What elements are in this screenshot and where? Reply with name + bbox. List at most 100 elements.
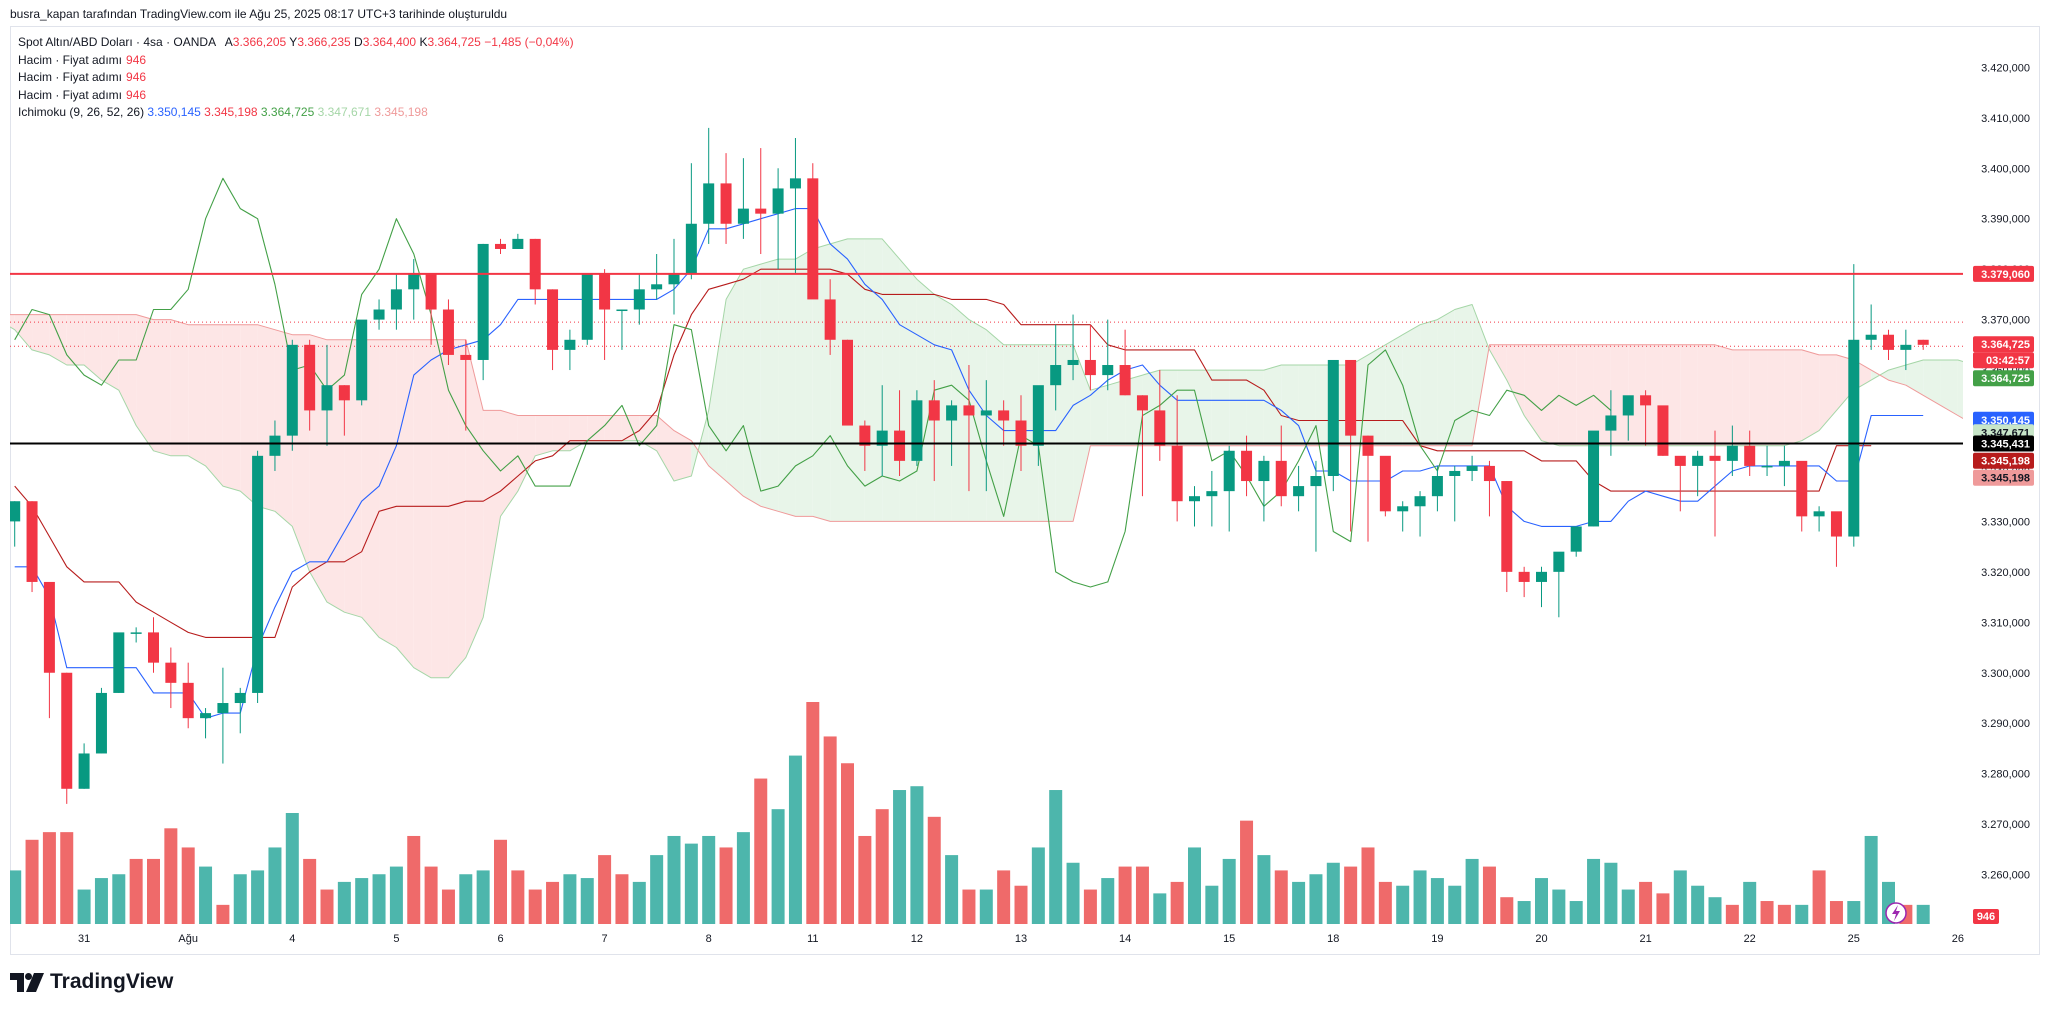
candle-body [1726, 445, 1738, 461]
legend-volume-row[interactable]: Hacim · Fiyat adımı 946 [18, 87, 574, 105]
ichimoku-cloud-segment [361, 339, 380, 638]
ichimoku-cloud-segment [188, 324, 206, 466]
ichimoku-cloud-segment [1229, 370, 1247, 446]
legend-high: 3.366,235 [297, 35, 351, 49]
candle-body [182, 682, 194, 719]
volume-bar [1292, 881, 1306, 924]
x-axis-tick-label: 20 [1535, 933, 1547, 945]
ichimoku-cloud-segment [621, 415, 640, 441]
volume-bar [1326, 862, 1340, 924]
volume-bar [1361, 847, 1375, 924]
x-axis-tick-label: 7 [602, 933, 608, 945]
kijun-price-label-bg [1973, 452, 2034, 469]
volume-bar [632, 881, 646, 924]
ichimoku-cloud-segment [1246, 370, 1264, 446]
volume-bar [389, 866, 403, 924]
legend-volume-row[interactable]: Hacim · Fiyat adımı 946 [18, 52, 574, 70]
legend-volume-label: Hacim · Fiyat adımı [18, 70, 123, 84]
ichimoku-cloud-segment [708, 299, 727, 482]
volume-bar [615, 874, 629, 924]
ichimoku-cloud-segment [1784, 349, 1802, 446]
candle-body [1640, 395, 1652, 406]
candle-body [564, 339, 576, 350]
ichimoku-cloud-segment [1628, 344, 1646, 446]
ichimoku-cloud-segment [1940, 359, 1958, 416]
volume-bar [806, 702, 820, 924]
ichimoku-cloud-segment [639, 415, 657, 451]
ichimoku-cloud-segment [483, 410, 501, 618]
volume-bar [858, 835, 872, 924]
legend-close: 3.364,725 [427, 35, 481, 49]
volume-value-label: 946 [1977, 911, 1995, 923]
candle-body [616, 309, 628, 312]
volume-bar [94, 878, 108, 924]
candle-body [1674, 455, 1686, 466]
volume-bar [875, 809, 889, 924]
candle-body [373, 309, 385, 320]
volume-bar [60, 832, 74, 924]
candle-body [1050, 365, 1062, 386]
volume-bar [719, 847, 733, 924]
volume-bar [1118, 866, 1132, 924]
volume-bar [1049, 790, 1063, 924]
ichimoku-cloud-segment [1541, 344, 1559, 446]
volume-bar [42, 832, 56, 924]
legend-volume-value: 946 [126, 70, 147, 84]
candle-body [581, 274, 593, 340]
volume-bar [112, 874, 126, 924]
volume-bar [1760, 901, 1774, 924]
volume-bar [129, 858, 143, 924]
chikou-price-label-bg [1973, 370, 2034, 387]
volume-value-bg [1973, 909, 1999, 924]
x-axis-tick-label: 15 [1223, 933, 1235, 945]
candle-body [165, 662, 177, 683]
support-price-label: 3.345,431 [1981, 439, 2030, 451]
tradingview-brand[interactable]: TradingView [10, 970, 173, 994]
candle-body [1258, 460, 1270, 482]
candle-body [772, 188, 784, 214]
candle-body [1570, 526, 1582, 552]
legend-volume-row[interactable]: Hacim · Fiyat adımı 946 [18, 69, 574, 87]
candle-body [1206, 491, 1218, 497]
y-axis-tick-label: 3.370,000 [1981, 315, 2030, 327]
volume-bar [1517, 901, 1531, 924]
candle-body [1171, 445, 1183, 502]
ichimoku-cloud-segment [1194, 370, 1212, 446]
volume-bar [1135, 866, 1149, 924]
volume-bar [1864, 835, 1878, 924]
candle-body [512, 238, 524, 249]
ichimoku-cloud-segment [1437, 309, 1455, 446]
x-axis-tick-label: 21 [1639, 933, 1651, 945]
legend-symbol[interactable]: Spot Altın/ABD Doları · 4sa · OANDA [18, 35, 216, 49]
legend-ichimoku-row[interactable]: Ichimoku (9, 26, 52, 26) 3.350,145 3.345… [18, 104, 574, 122]
volume-bar [650, 855, 664, 924]
resistance-price-label: 3.379,060 [1981, 269, 2030, 281]
last-price-label-bg [1973, 336, 2034, 353]
candle-body [217, 703, 229, 714]
ichimoku-cloud-segment [847, 238, 865, 522]
volume-bar [1083, 889, 1097, 924]
volume-bar [337, 881, 351, 924]
candle-body [1657, 405, 1669, 456]
candle-body [1414, 496, 1426, 507]
volume-bar [1240, 820, 1254, 924]
ichimoku-cloud-segment [1506, 344, 1525, 416]
volume-bar [476, 870, 490, 924]
x-axis-tick-label: 13 [1015, 933, 1027, 945]
legend-open-label: A [224, 35, 233, 49]
ichimoku-span-a-line [10, 238, 1963, 679]
volume-bar [754, 778, 768, 924]
ichimoku-cloud-segment [795, 248, 813, 517]
volume-bar [459, 874, 473, 924]
candle-body [1883, 334, 1894, 350]
volume-bar [1795, 904, 1809, 924]
candle-body [148, 632, 159, 663]
span-b-price-label: 3.345,198 [1981, 473, 2030, 485]
legend-ichimoku-span-a: 3.347,671 [317, 105, 372, 119]
ichimoku-cloud-segment [535, 415, 553, 456]
ichimoku-cloud-segment [743, 264, 761, 507]
ichimoku-cloud-segment [1472, 304, 1490, 446]
volume-bar [1656, 893, 1670, 924]
volume-bar [147, 858, 160, 924]
